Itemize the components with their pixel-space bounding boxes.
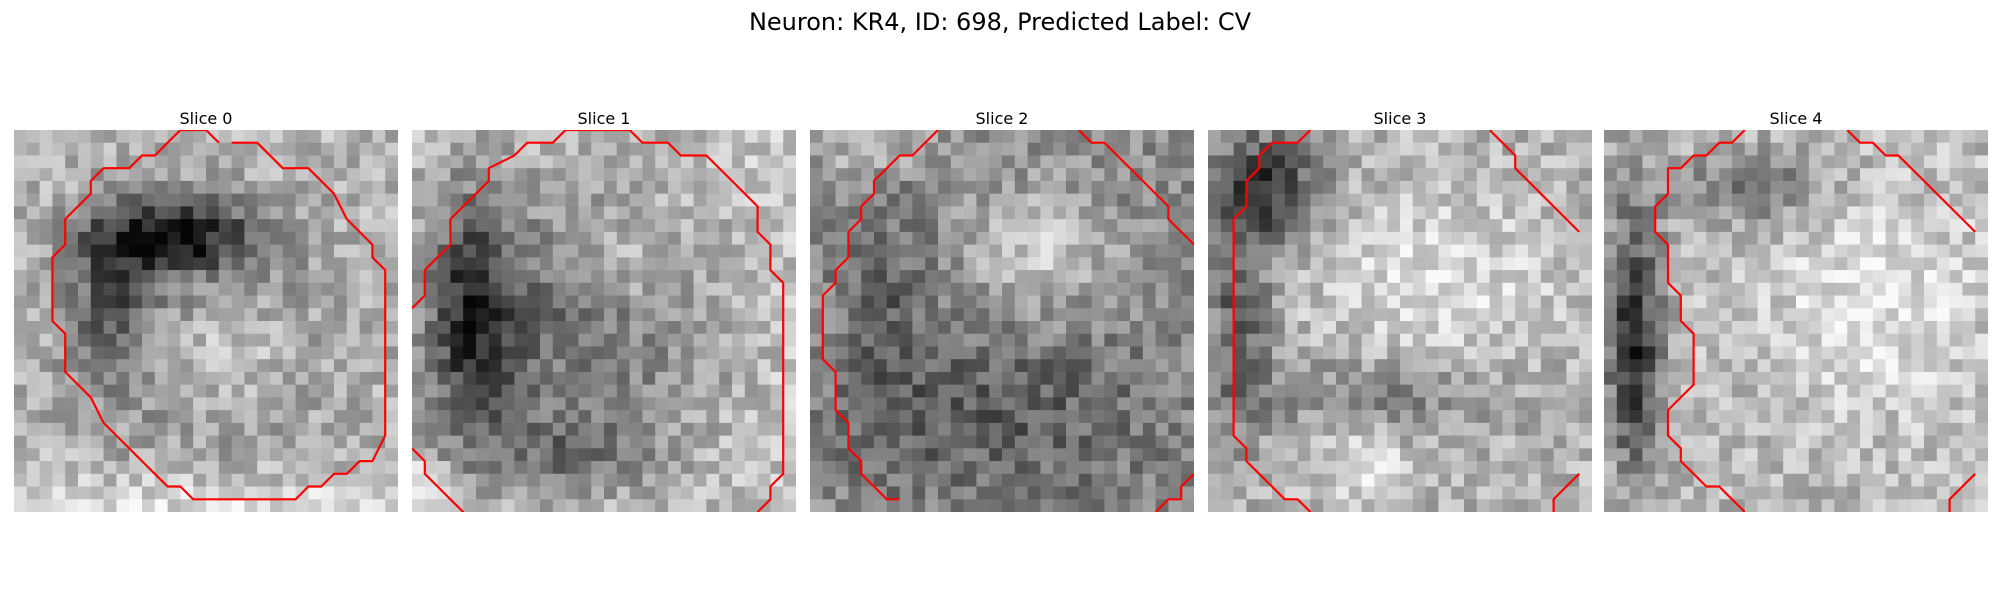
segmentation-contour bbox=[1948, 473, 1976, 512]
segmentation-contour bbox=[412, 447, 465, 512]
slice-panel-3: Slice 3 bbox=[1208, 108, 1592, 512]
slice-image bbox=[14, 130, 398, 512]
slice-title: Slice 4 bbox=[1769, 109, 1823, 128]
slice-image bbox=[810, 130, 1194, 512]
slice-panel-4: Slice 4 bbox=[1604, 108, 1988, 512]
slice-image bbox=[1208, 130, 1592, 512]
slice-panel-0: Slice 0 bbox=[14, 108, 398, 512]
segmentation-contour bbox=[821, 130, 939, 501]
slice-title: Slice 1 bbox=[577, 109, 631, 128]
slice-panel-2: Slice 2 bbox=[810, 108, 1194, 512]
segmentation-contour bbox=[1654, 130, 1746, 512]
figure-title: Neuron: KR4, ID: 698, Predicted Label: C… bbox=[748, 8, 1252, 36]
segmentation-contour bbox=[1488, 130, 1580, 233]
segmentation-contour bbox=[1154, 473, 1194, 512]
segmentation-contour bbox=[1552, 473, 1580, 512]
segmentation-contour bbox=[1232, 130, 1312, 512]
slice-title: Slice 3 bbox=[1373, 109, 1427, 128]
slice-title: Slice 2 bbox=[975, 109, 1029, 128]
segmentation-contour bbox=[1078, 130, 1194, 246]
segmentation-contour bbox=[412, 130, 785, 512]
slice-panel-1: Slice 1 bbox=[412, 108, 796, 512]
slice-image bbox=[1604, 130, 1988, 512]
segmentation-contour bbox=[51, 130, 387, 501]
slice-image bbox=[412, 130, 796, 512]
segmentation-contour bbox=[1846, 130, 1976, 233]
slice-title: Slice 0 bbox=[179, 109, 233, 128]
